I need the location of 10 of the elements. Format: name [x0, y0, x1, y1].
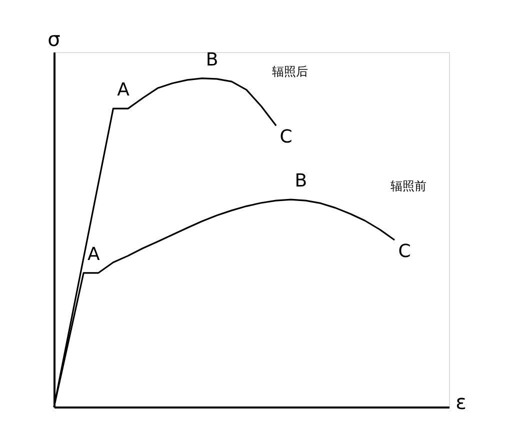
text: 辐照前: [390, 179, 427, 194]
annotation: A: [117, 80, 130, 101]
x-axis-title: ε: [456, 390, 466, 414]
annotation: B: [206, 49, 218, 70]
y-axis-title: σ: [48, 27, 61, 51]
annotation: B: [294, 170, 308, 192]
text: 辐照后: [272, 64, 308, 79]
annotation: A: [87, 244, 100, 265]
annotation: C: [280, 126, 292, 148]
annotation: C: [398, 241, 411, 262]
